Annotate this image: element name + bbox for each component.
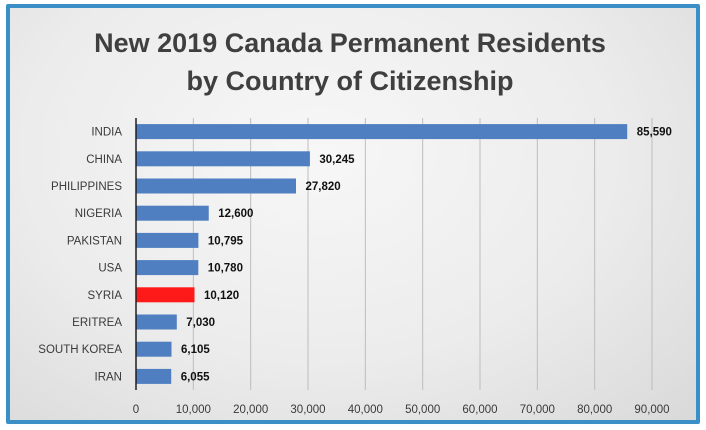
value-label-philippines: 27,820 bbox=[306, 181, 341, 193]
bar-philippines bbox=[137, 179, 297, 194]
x-tick-label-0: 0 bbox=[133, 404, 139, 416]
value-label-syria: 10,120 bbox=[204, 290, 239, 302]
value-label-nigeria: 12,600 bbox=[218, 208, 253, 220]
category-label-nigeria: NIGERIA bbox=[75, 208, 123, 220]
bar-pakistan bbox=[137, 233, 199, 248]
bar-iran bbox=[137, 369, 172, 384]
category-label-syria: SYRIA bbox=[87, 290, 122, 302]
category-label-pakistan: PAKISTAN bbox=[67, 235, 122, 247]
x-tick-label-30000: 30,000 bbox=[290, 404, 325, 416]
x-tick-label-20000: 20,000 bbox=[233, 404, 268, 416]
category-label-china: CHINA bbox=[86, 154, 122, 166]
value-label-eritrea: 7,030 bbox=[186, 317, 215, 329]
category-labels: INDIA CHINA PHILIPPINES NIGERIA PAKISTAN USA S… bbox=[38, 127, 122, 384]
category-label-usa: USA bbox=[98, 263, 122, 275]
value-label-iran: 6,055 bbox=[181, 371, 210, 383]
category-label-philippines: PHILIPPINES bbox=[51, 181, 122, 193]
bar-china bbox=[137, 151, 310, 166]
x-tick-label-40000: 40,000 bbox=[348, 404, 383, 416]
bar-india bbox=[137, 124, 628, 139]
category-label-iran: IRAN bbox=[95, 371, 122, 383]
x-tick-label-10000: 10,000 bbox=[176, 404, 211, 416]
bar-usa bbox=[137, 260, 199, 275]
value-label-pakistan: 10,795 bbox=[208, 235, 244, 247]
category-label-eritrea: ERITREA bbox=[72, 317, 122, 329]
x-tick-label-80000: 80,000 bbox=[577, 404, 612, 416]
category-label-india: INDIA bbox=[91, 127, 122, 139]
x-tick-label-70000: 70,000 bbox=[520, 404, 555, 416]
x-tick-label-50000: 50,000 bbox=[405, 404, 440, 416]
category-label-south-korea: SOUTH KOREA bbox=[38, 344, 122, 356]
x-tick-labels: 0 10,000 20,000 30,000 40,000 50,000 60,000 70,… bbox=[133, 404, 670, 416]
bars bbox=[137, 124, 628, 384]
x-tick-label-90000: 90,000 bbox=[634, 404, 669, 416]
bar-eritrea bbox=[137, 315, 177, 330]
value-label-china: 30,245 bbox=[319, 154, 355, 166]
bar-syria bbox=[137, 287, 195, 302]
x-tick-label-60000: 60,000 bbox=[462, 404, 497, 416]
value-label-south-korea: 6,105 bbox=[181, 344, 210, 356]
bar-south-korea bbox=[137, 342, 172, 357]
value-label-usa: 10,780 bbox=[208, 263, 243, 275]
bar-nigeria bbox=[137, 206, 209, 221]
value-label-india: 85,590 bbox=[637, 127, 672, 139]
